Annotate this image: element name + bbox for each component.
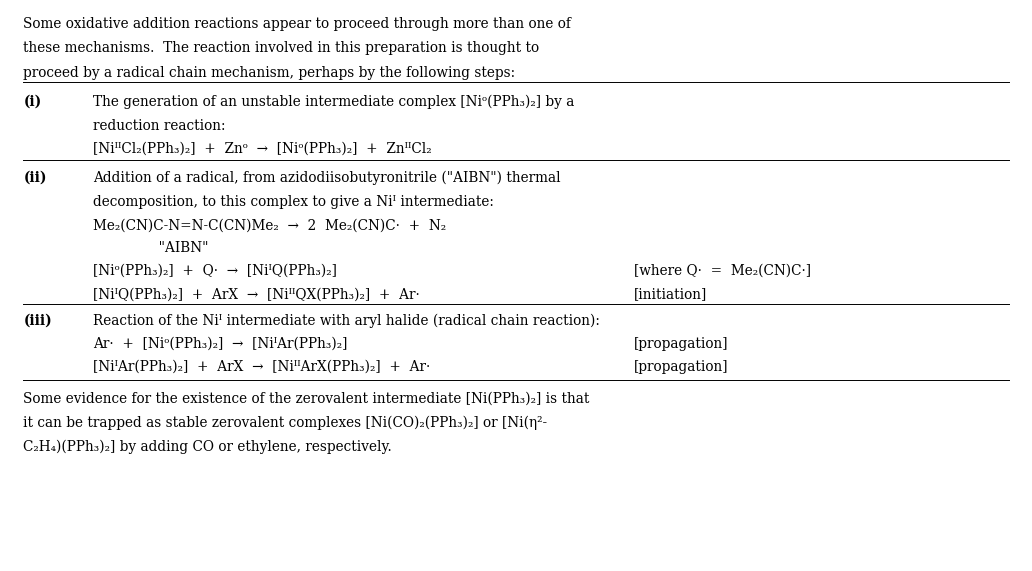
Text: Addition of a radical, from azidodiisobutyronitrile ("AIBN") thermal: Addition of a radical, from azidodiisobu… bbox=[93, 171, 560, 185]
Text: reduction reaction:: reduction reaction: bbox=[93, 119, 226, 132]
Text: it can be trapped as stable zerovalent complexes [Ni(CO)₂(PPh₃)₂] or [Ni(η²-: it can be trapped as stable zerovalent c… bbox=[24, 416, 547, 430]
Text: (iii): (iii) bbox=[24, 314, 52, 328]
Text: [Niᵒ(PPh₃)₂]  +  Q·  →  [NiᴵQ(PPh₃)₂]: [Niᵒ(PPh₃)₂] + Q· → [NiᴵQ(PPh₃)₂] bbox=[93, 264, 337, 278]
Text: [where Q·  =  Me₂(CN)C·]: [where Q· = Me₂(CN)C·] bbox=[634, 264, 811, 278]
Text: decomposition, to this complex to give a Niᴵ intermediate:: decomposition, to this complex to give a… bbox=[93, 195, 494, 209]
Text: Some evidence for the existence of the zerovalent intermediate [Ni(PPh₃)₂] is th: Some evidence for the existence of the z… bbox=[24, 391, 589, 405]
Text: (i): (i) bbox=[24, 94, 41, 108]
Text: Me₂(CN)C-N=N-C(CN)Me₂  →  2  Me₂(CN)C·  +  N₂: Me₂(CN)C-N=N-C(CN)Me₂ → 2 Me₂(CN)C· + N₂ bbox=[93, 218, 446, 232]
Text: C₂H₄)(PPh₃)₂] by adding CO or ethylene, respectively.: C₂H₄)(PPh₃)₂] by adding CO or ethylene, … bbox=[24, 440, 392, 455]
Text: [propagation]: [propagation] bbox=[634, 360, 729, 374]
Text: [propagation]: [propagation] bbox=[634, 337, 729, 351]
Text: The generation of an unstable intermediate complex [Niᵒ(PPh₃)₂] by a: The generation of an unstable intermedia… bbox=[93, 94, 575, 108]
Text: these mechanisms.  The reaction involved in this preparation is thought to: these mechanisms. The reaction involved … bbox=[24, 41, 540, 55]
Text: (ii): (ii) bbox=[24, 171, 46, 184]
Text: [NiᴵQ(PPh₃)₂]  +  ArX  →  [NiᴵᴵQX(PPh₃)₂]  +  Ar·: [NiᴵQ(PPh₃)₂] + ArX → [NiᴵᴵQX(PPh₃)₂] + … bbox=[93, 287, 420, 301]
Text: Ar·  +  [Niᵒ(PPh₃)₂]  →  [NiᴵAr(PPh₃)₂]: Ar· + [Niᵒ(PPh₃)₂] → [NiᴵAr(PPh₃)₂] bbox=[93, 337, 348, 351]
Text: [NiᴵAr(PPh₃)₂]  +  ArX  →  [NiᴵᴵArX(PPh₃)₂]  +  Ar·: [NiᴵAr(PPh₃)₂] + ArX → [NiᴵᴵArX(PPh₃)₂] … bbox=[93, 360, 430, 374]
Text: Reaction of the Niᴵ intermediate with aryl halide (radical chain reaction):: Reaction of the Niᴵ intermediate with ar… bbox=[93, 314, 600, 328]
Text: proceed by a radical chain mechanism, perhaps by the following steps:: proceed by a radical chain mechanism, pe… bbox=[24, 66, 515, 79]
Text: [NiᴵᴵCl₂(PPh₃)₂]  +  Znᵒ  →  [Niᵒ(PPh₃)₂]  +  ZnᴵᴵCl₂: [NiᴵᴵCl₂(PPh₃)₂] + Znᵒ → [Niᵒ(PPh₃)₂] + … bbox=[93, 142, 431, 156]
Text: Some oxidative addition reactions appear to proceed through more than one of: Some oxidative addition reactions appear… bbox=[24, 17, 571, 31]
Text: [initiation]: [initiation] bbox=[634, 287, 707, 301]
Text: "AIBN": "AIBN" bbox=[93, 242, 208, 255]
